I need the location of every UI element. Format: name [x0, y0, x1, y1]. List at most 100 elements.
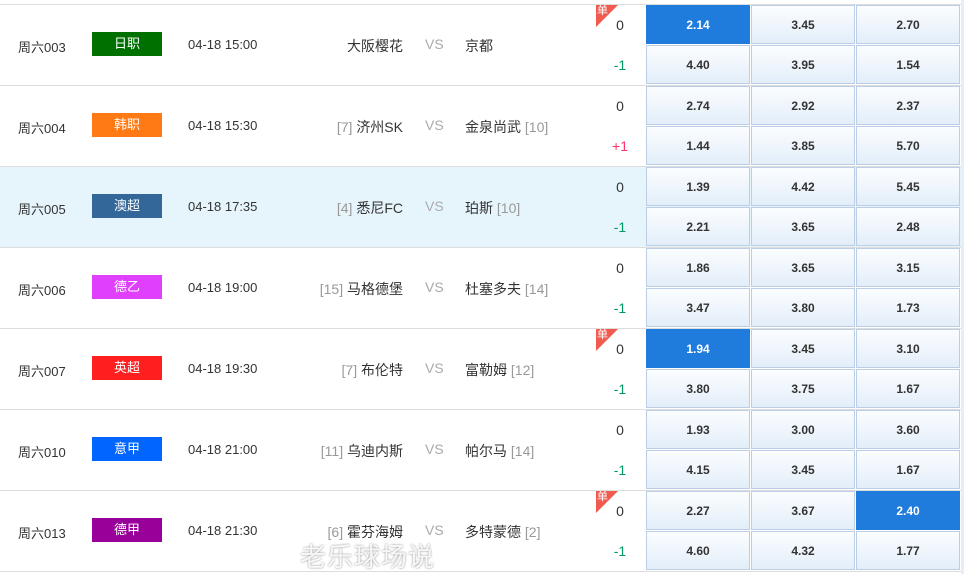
home-name: 霍芬海姆 — [347, 524, 403, 540]
odds-cell[interactable]: 3.75 — [751, 369, 855, 408]
odds-cell[interactable]: 4.42 — [751, 167, 855, 206]
away-name: 金泉尚武 — [465, 119, 521, 135]
odds-cell[interactable]: 5.45 — [856, 167, 960, 206]
home-rank: [11] — [320, 443, 344, 459]
odds-cell[interactable]: 3.47 — [646, 288, 750, 327]
odds-cell[interactable]: 5.70 — [856, 126, 960, 165]
odds-cell[interactable]: 1.67 — [856, 369, 960, 408]
odds-cell[interactable]: 3.15 — [856, 248, 960, 287]
match-time: 04-18 19:30 — [188, 361, 258, 376]
away-team[interactable]: 京都 — [465, 36, 493, 56]
odds-cell[interactable]: 4.15 — [646, 450, 750, 489]
top-divider — [0, 0, 964, 5]
league-badge[interactable]: 日职 — [92, 32, 162, 56]
odds-grid: 1.86 3.65 3.15 3.47 3.80 1.73 — [646, 248, 962, 328]
scrollbar[interactable] — [961, 0, 964, 574]
league-badge[interactable]: 澳超 — [92, 194, 162, 218]
home-team[interactable]: 大阪樱花 — [347, 36, 403, 56]
away-team[interactable]: 金泉尚武 [10] — [465, 117, 548, 137]
odds-cell[interactable]: 3.80 — [751, 288, 855, 327]
handicap-zero: 0 — [616, 17, 624, 33]
odds-cell[interactable]: 3.85 — [751, 126, 855, 165]
away-team[interactable]: 富勒姆 [12] — [465, 360, 534, 380]
single-flag-icon — [596, 5, 618, 27]
handicap-value: +1 — [612, 138, 628, 154]
home-name: 乌迪内斯 — [347, 443, 403, 459]
odds-cell[interactable]: 3.45 — [751, 329, 855, 368]
handicap-value: -1 — [613, 462, 627, 478]
home-team[interactable]: [6] 霍芬海姆 — [328, 522, 403, 542]
odds-cell[interactable]: 4.60 — [646, 531, 750, 570]
league-badge[interactable]: 德乙 — [92, 275, 162, 299]
match-time: 04-18 15:00 — [188, 37, 258, 52]
odds-cell[interactable]: 2.27 — [646, 491, 750, 530]
odds-cell[interactable]: 1.73 — [856, 288, 960, 327]
home-team[interactable]: [7] 布伦特 — [342, 360, 403, 380]
away-name: 帕尔马 — [465, 443, 507, 459]
odds-cell[interactable]: 2.21 — [646, 207, 750, 246]
away-team[interactable]: 帕尔马 [14] — [465, 441, 534, 461]
home-team[interactable]: [7] 济州SK — [337, 117, 403, 137]
odds-cell[interactable]: 2.40 — [856, 491, 960, 530]
odds-cell[interactable]: 3.00 — [751, 410, 855, 449]
handicap-zero: 0 — [616, 341, 624, 357]
handicap-value: -1 — [613, 300, 627, 316]
home-team[interactable]: [4] 悉尼FC — [337, 198, 403, 218]
odds-cell[interactable]: 2.37 — [856, 86, 960, 125]
away-rank: [14] — [510, 443, 535, 459]
odds-cell[interactable]: 1.77 — [856, 531, 960, 570]
odds-cell[interactable]: 3.80 — [646, 369, 750, 408]
home-team[interactable]: [11] 乌迪内斯 — [321, 441, 403, 461]
odds-cell[interactable]: 2.70 — [856, 5, 960, 44]
odds-cell[interactable]: 2.14 — [646, 5, 750, 44]
odds-cell[interactable]: 1.44 — [646, 126, 750, 165]
odds-cell[interactable]: 3.45 — [751, 5, 855, 44]
away-team[interactable]: 珀斯 [10] — [465, 198, 520, 218]
odds-grid: 1.93 3.00 3.60 4.15 3.45 1.67 — [646, 410, 962, 490]
away-team[interactable]: 多特蒙德 [2] — [465, 522, 540, 542]
match-row: 周六007 英超 04-18 19:30 [7] 布伦特 VS 富勒姆 [12]… — [0, 329, 964, 410]
home-name: 布伦特 — [361, 362, 403, 378]
odds-cell[interactable]: 1.67 — [856, 450, 960, 489]
odds-cell[interactable]: 3.60 — [856, 410, 960, 449]
handicap-value: -1 — [613, 219, 627, 235]
league-badge[interactable]: 韩职 — [92, 113, 162, 137]
league-badge[interactable]: 意甲 — [92, 437, 162, 461]
match-row: 周六010 意甲 04-18 21:00 [11] 乌迪内斯 VS 帕尔马 [1… — [0, 410, 964, 491]
odds-cell[interactable]: 3.65 — [751, 248, 855, 287]
handicap-zero: 0 — [616, 503, 624, 519]
handicap-zero: 0 — [616, 422, 624, 438]
home-rank: [6] — [327, 524, 344, 540]
away-rank: [12] — [510, 362, 535, 378]
single-flag-label: 单 — [597, 5, 608, 17]
home-name: 济州SK — [356, 119, 403, 135]
away-rank: [2] — [524, 524, 541, 540]
match-row: 周六004 韩职 04-18 15:30 [7] 济州SK VS 金泉尚武 [1… — [0, 86, 964, 167]
odds-cell[interactable]: 1.86 — [646, 248, 750, 287]
odds-cell[interactable]: 2.92 — [751, 86, 855, 125]
vs-label: VS — [425, 36, 444, 52]
league-badge[interactable]: 德甲 — [92, 518, 162, 542]
watermark: 老乐球场说 — [300, 542, 436, 572]
league-badge[interactable]: 英超 — [92, 356, 162, 380]
away-rank: [14] — [524, 281, 549, 297]
odds-cell[interactable]: 3.45 — [751, 450, 855, 489]
odds-cell[interactable]: 1.94 — [646, 329, 750, 368]
odds-cell[interactable]: 2.74 — [646, 86, 750, 125]
match-time: 04-18 21:00 — [188, 442, 258, 457]
odds-cell[interactable]: 2.48 — [856, 207, 960, 246]
odds-grid: 1.94 3.45 3.10 3.80 3.75 1.67 — [646, 329, 962, 409]
away-team[interactable]: 杜塞多夫 [14] — [465, 279, 548, 299]
odds-cell[interactable]: 4.40 — [646, 45, 750, 84]
match-time: 04-18 15:30 — [188, 118, 258, 133]
odds-cell[interactable]: 1.39 — [646, 167, 750, 206]
odds-cell[interactable]: 1.93 — [646, 410, 750, 449]
odds-grid: 2.14 3.45 2.70 4.40 3.95 1.54 — [646, 5, 962, 85]
odds-cell[interactable]: 3.10 — [856, 329, 960, 368]
odds-cell[interactable]: 3.67 — [751, 491, 855, 530]
home-team[interactable]: [15] 马格德堡 — [320, 279, 403, 299]
odds-cell[interactable]: 4.32 — [751, 531, 855, 570]
odds-cell[interactable]: 3.65 — [751, 207, 855, 246]
odds-cell[interactable]: 3.95 — [751, 45, 855, 84]
odds-cell[interactable]: 1.54 — [856, 45, 960, 84]
